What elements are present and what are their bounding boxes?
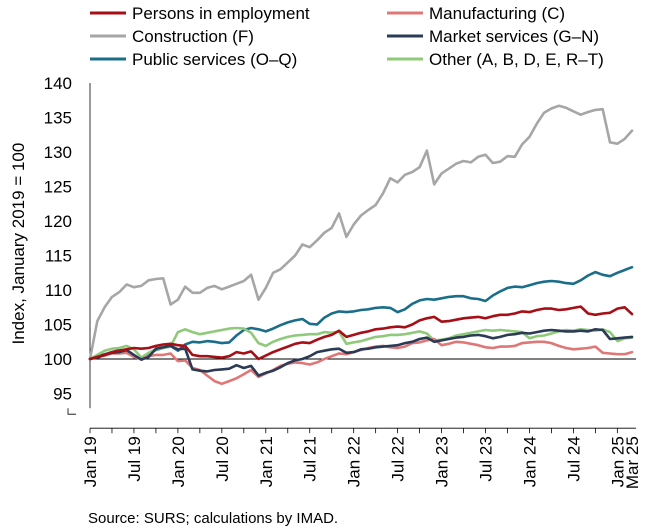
source-note: Source: SURS; calculations by IMAD. — [88, 510, 339, 527]
x-tick-label: Jan 24 — [520, 436, 539, 487]
x-tick-label: Jul 24 — [564, 436, 583, 481]
series-line-2 — [88, 104, 634, 361]
legend-label: Manufacturing (C) — [429, 4, 565, 23]
y-tick-label: 100 — [44, 350, 72, 369]
x-tick-label: Jul 23 — [477, 436, 496, 481]
y-axis: 95 100 105 110 115 120 125 130 135 140 — [44, 74, 636, 415]
y-tick-label: 135 — [44, 109, 72, 128]
line-chart: Persons in employment Manufacturing (C) Co… — [9, 4, 642, 489]
y-tick-label: 110 — [45, 281, 72, 300]
y-tick-label: 125 — [44, 178, 72, 197]
x-tick-label: Jan 19 — [81, 436, 100, 487]
series-line-5 — [88, 326, 634, 361]
x-tick-label: Jan 21 — [257, 436, 276, 487]
legend-label: Other (A, B, D, E, R–T) — [429, 50, 604, 69]
x-tick-label: Jul 21 — [301, 436, 320, 481]
y-tick-label: 95 — [53, 385, 72, 404]
legend-label: Construction (F) — [132, 27, 254, 46]
x-axis: Jan 19 Jul 19 Jan 20 Jul 20 Jan 21 Jul 21 Jan … — [81, 427, 642, 489]
x-tick-label: Jan 20 — [169, 436, 188, 487]
x-tick-label: Jan 23 — [433, 436, 452, 487]
x-tick-label: Mar 25 — [623, 436, 642, 489]
y-tick-label: 140 — [44, 74, 72, 93]
x-tick-label: Jul 22 — [389, 436, 408, 481]
series-line-0 — [88, 305, 634, 361]
y-axis-break-marker — [67, 408, 76, 415]
legend-label: Public services (O–Q) — [132, 50, 297, 69]
x-tick-label: Jul 20 — [213, 436, 232, 481]
y-tick-label: 120 — [44, 212, 72, 231]
series-layer — [88, 104, 634, 386]
y-axis-title: Index, January 2019 = 100 — [9, 143, 28, 345]
legend-label: Persons in employment — [132, 4, 310, 23]
y-tick-label: 105 — [44, 316, 72, 335]
legend: Persons in employment Manufacturing (C) Co… — [90, 4, 604, 69]
y-tick-label: 130 — [44, 143, 72, 162]
y-tick-label: 115 — [45, 247, 72, 266]
x-tick-label: Jan 25 — [608, 436, 627, 487]
x-tick-label: Jan 22 — [345, 436, 364, 487]
legend-label: Market services (G–N) — [429, 27, 599, 46]
series-line-3 — [88, 328, 634, 377]
x-tick-label: Jul 19 — [125, 436, 144, 481]
